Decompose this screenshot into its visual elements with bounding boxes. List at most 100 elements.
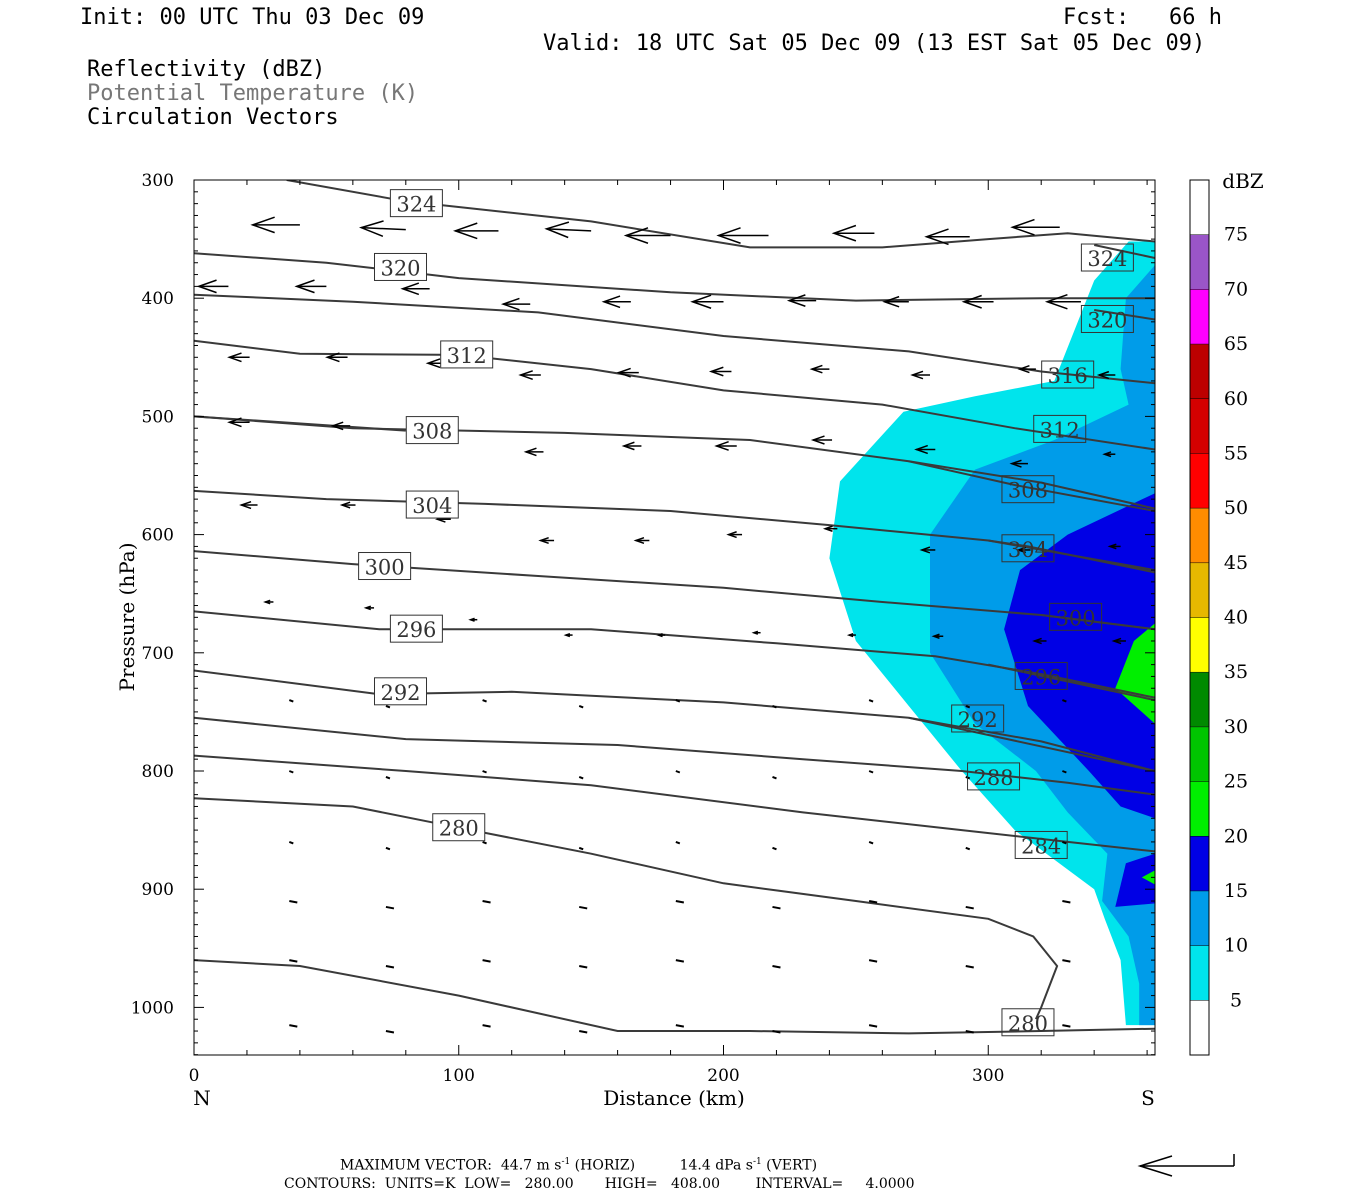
y-tick-label: 900 [142, 880, 174, 900]
vector-head [1009, 459, 1022, 468]
contour-label-312: 312 [1040, 418, 1080, 442]
weak-vector [675, 770, 681, 774]
weak-vector [578, 705, 584, 709]
colorbar-label-60: 60 [1224, 388, 1248, 410]
circulation-vector [1096, 370, 1116, 380]
vector-head [154, 216, 176, 231]
contour-label-288: 288 [973, 766, 1013, 790]
circulation-vector [846, 632, 856, 638]
contour-label-box [1001, 1008, 1055, 1037]
theta-contour-288 [194, 716, 1155, 796]
circulation-vector [339, 501, 356, 509]
theta-contour-320 [194, 252, 1155, 302]
colorbar-label-10: 10 [1224, 935, 1248, 957]
contour-label-308: 308 [1008, 479, 1048, 503]
vector-head [518, 370, 533, 380]
weak-vector [385, 775, 391, 780]
theta-contour-308 [194, 415, 406, 432]
circulation-vector [325, 352, 348, 363]
contour-label-box [1049, 602, 1103, 631]
vector-head [1107, 543, 1117, 550]
vector-head [633, 536, 645, 545]
weak-vector [965, 705, 971, 709]
colorbar-label-65: 65 [1224, 333, 1248, 355]
contour-label-304: 304 [412, 494, 452, 518]
contour-label-box [405, 490, 459, 519]
vector-head [910, 370, 924, 380]
reflectivity-region-15dbz [1115, 853, 1155, 907]
theta-contour-296 [988, 663, 1155, 702]
vector-head [616, 367, 631, 378]
colorbar-frame [1189, 179, 1210, 1056]
weak-vector [482, 959, 491, 963]
weak-vector [1159, 1031, 1167, 1033]
vector-head [601, 295, 621, 309]
valid-time: Valid: 18 UTC Sat 05 Dec 09 (13 EST Sat … [543, 31, 1206, 56]
vector-head [751, 630, 759, 635]
weak-vector [1159, 706, 1163, 708]
contour-label-292: 292 [380, 681, 420, 705]
colorbar-swatch-70 [1190, 234, 1209, 290]
dbz-colorbar: 5 10 15 20 25 30 35 40 45 50 55 60 65 70 75 [1189, 179, 1248, 1056]
weak-vector [1062, 770, 1067, 774]
weak-vector [868, 699, 874, 703]
circulation-vector [714, 440, 737, 451]
weak-vector [385, 846, 391, 851]
weak-vector [289, 900, 298, 904]
weak-vector [965, 965, 974, 969]
weak-vector [772, 705, 777, 709]
contour-label-box [389, 189, 443, 218]
vector-head [621, 441, 635, 451]
circulation-vector [538, 536, 555, 545]
circulation-vector [358, 220, 406, 238]
max-vert-value: 14.4 dPa s [679, 1157, 753, 1174]
weak-vector [482, 840, 487, 845]
circulation-vector [809, 364, 830, 374]
colorbar-swatch-20 [1190, 781, 1209, 837]
contour-label-box [1080, 243, 1134, 272]
reflectivity-fill-layer [829, 241, 1155, 1026]
circulation-vector [822, 525, 838, 532]
vector-head [961, 294, 982, 309]
vector-head [358, 220, 384, 238]
y-tick-label: 1000 [131, 998, 174, 1018]
vector-head [726, 531, 737, 539]
circulation-vector [500, 297, 531, 311]
contour-label-300: 300 [1056, 606, 1096, 630]
y-axis-label: Pressure (hPa) [115, 543, 139, 692]
theta-contour-312 [194, 415, 1155, 510]
weak-vector [868, 770, 874, 774]
colorbar-swatch-60 [1190, 344, 1209, 399]
contour-label-292: 292 [958, 708, 998, 732]
contour-label-box [374, 677, 428, 706]
weak-vector [675, 959, 685, 963]
weak-vector [868, 840, 874, 845]
weak-vector [1159, 966, 1167, 968]
circulation-vector [1032, 637, 1047, 645]
weak-vector [772, 965, 781, 969]
vector-head [1111, 637, 1122, 645]
cross-section-chart: 3243243203203163123123083083043043003002… [115, 169, 1264, 1110]
weak-vector [385, 965, 395, 969]
x-end-label: S [1141, 1086, 1155, 1110]
contour-label-box [1080, 304, 1134, 333]
circulation-vector [910, 370, 931, 380]
weak-vector [385, 1030, 395, 1034]
weak-vector [579, 905, 588, 910]
vert-exponent: -1 [752, 1157, 762, 1167]
vector-head [1044, 293, 1068, 310]
circulation-vector [1016, 546, 1031, 554]
contour-label-296: 296 [396, 618, 436, 642]
weak-vector [288, 770, 294, 774]
circulation-vector [518, 370, 541, 380]
horiz-tag: (HORIZ) [570, 1157, 636, 1174]
weak-vector [1159, 907, 1167, 909]
contour-label-280: 280 [1008, 1012, 1048, 1036]
x-axis-label: Distance (km) [603, 1086, 745, 1110]
circulation-vector [601, 295, 631, 309]
forecast-hour: Fcst: 66 h [1063, 5, 1222, 30]
theta-contour-312 [194, 339, 1155, 451]
weak-vector [675, 840, 681, 845]
contour-label-box [374, 252, 428, 281]
vector-head [1102, 451, 1112, 458]
